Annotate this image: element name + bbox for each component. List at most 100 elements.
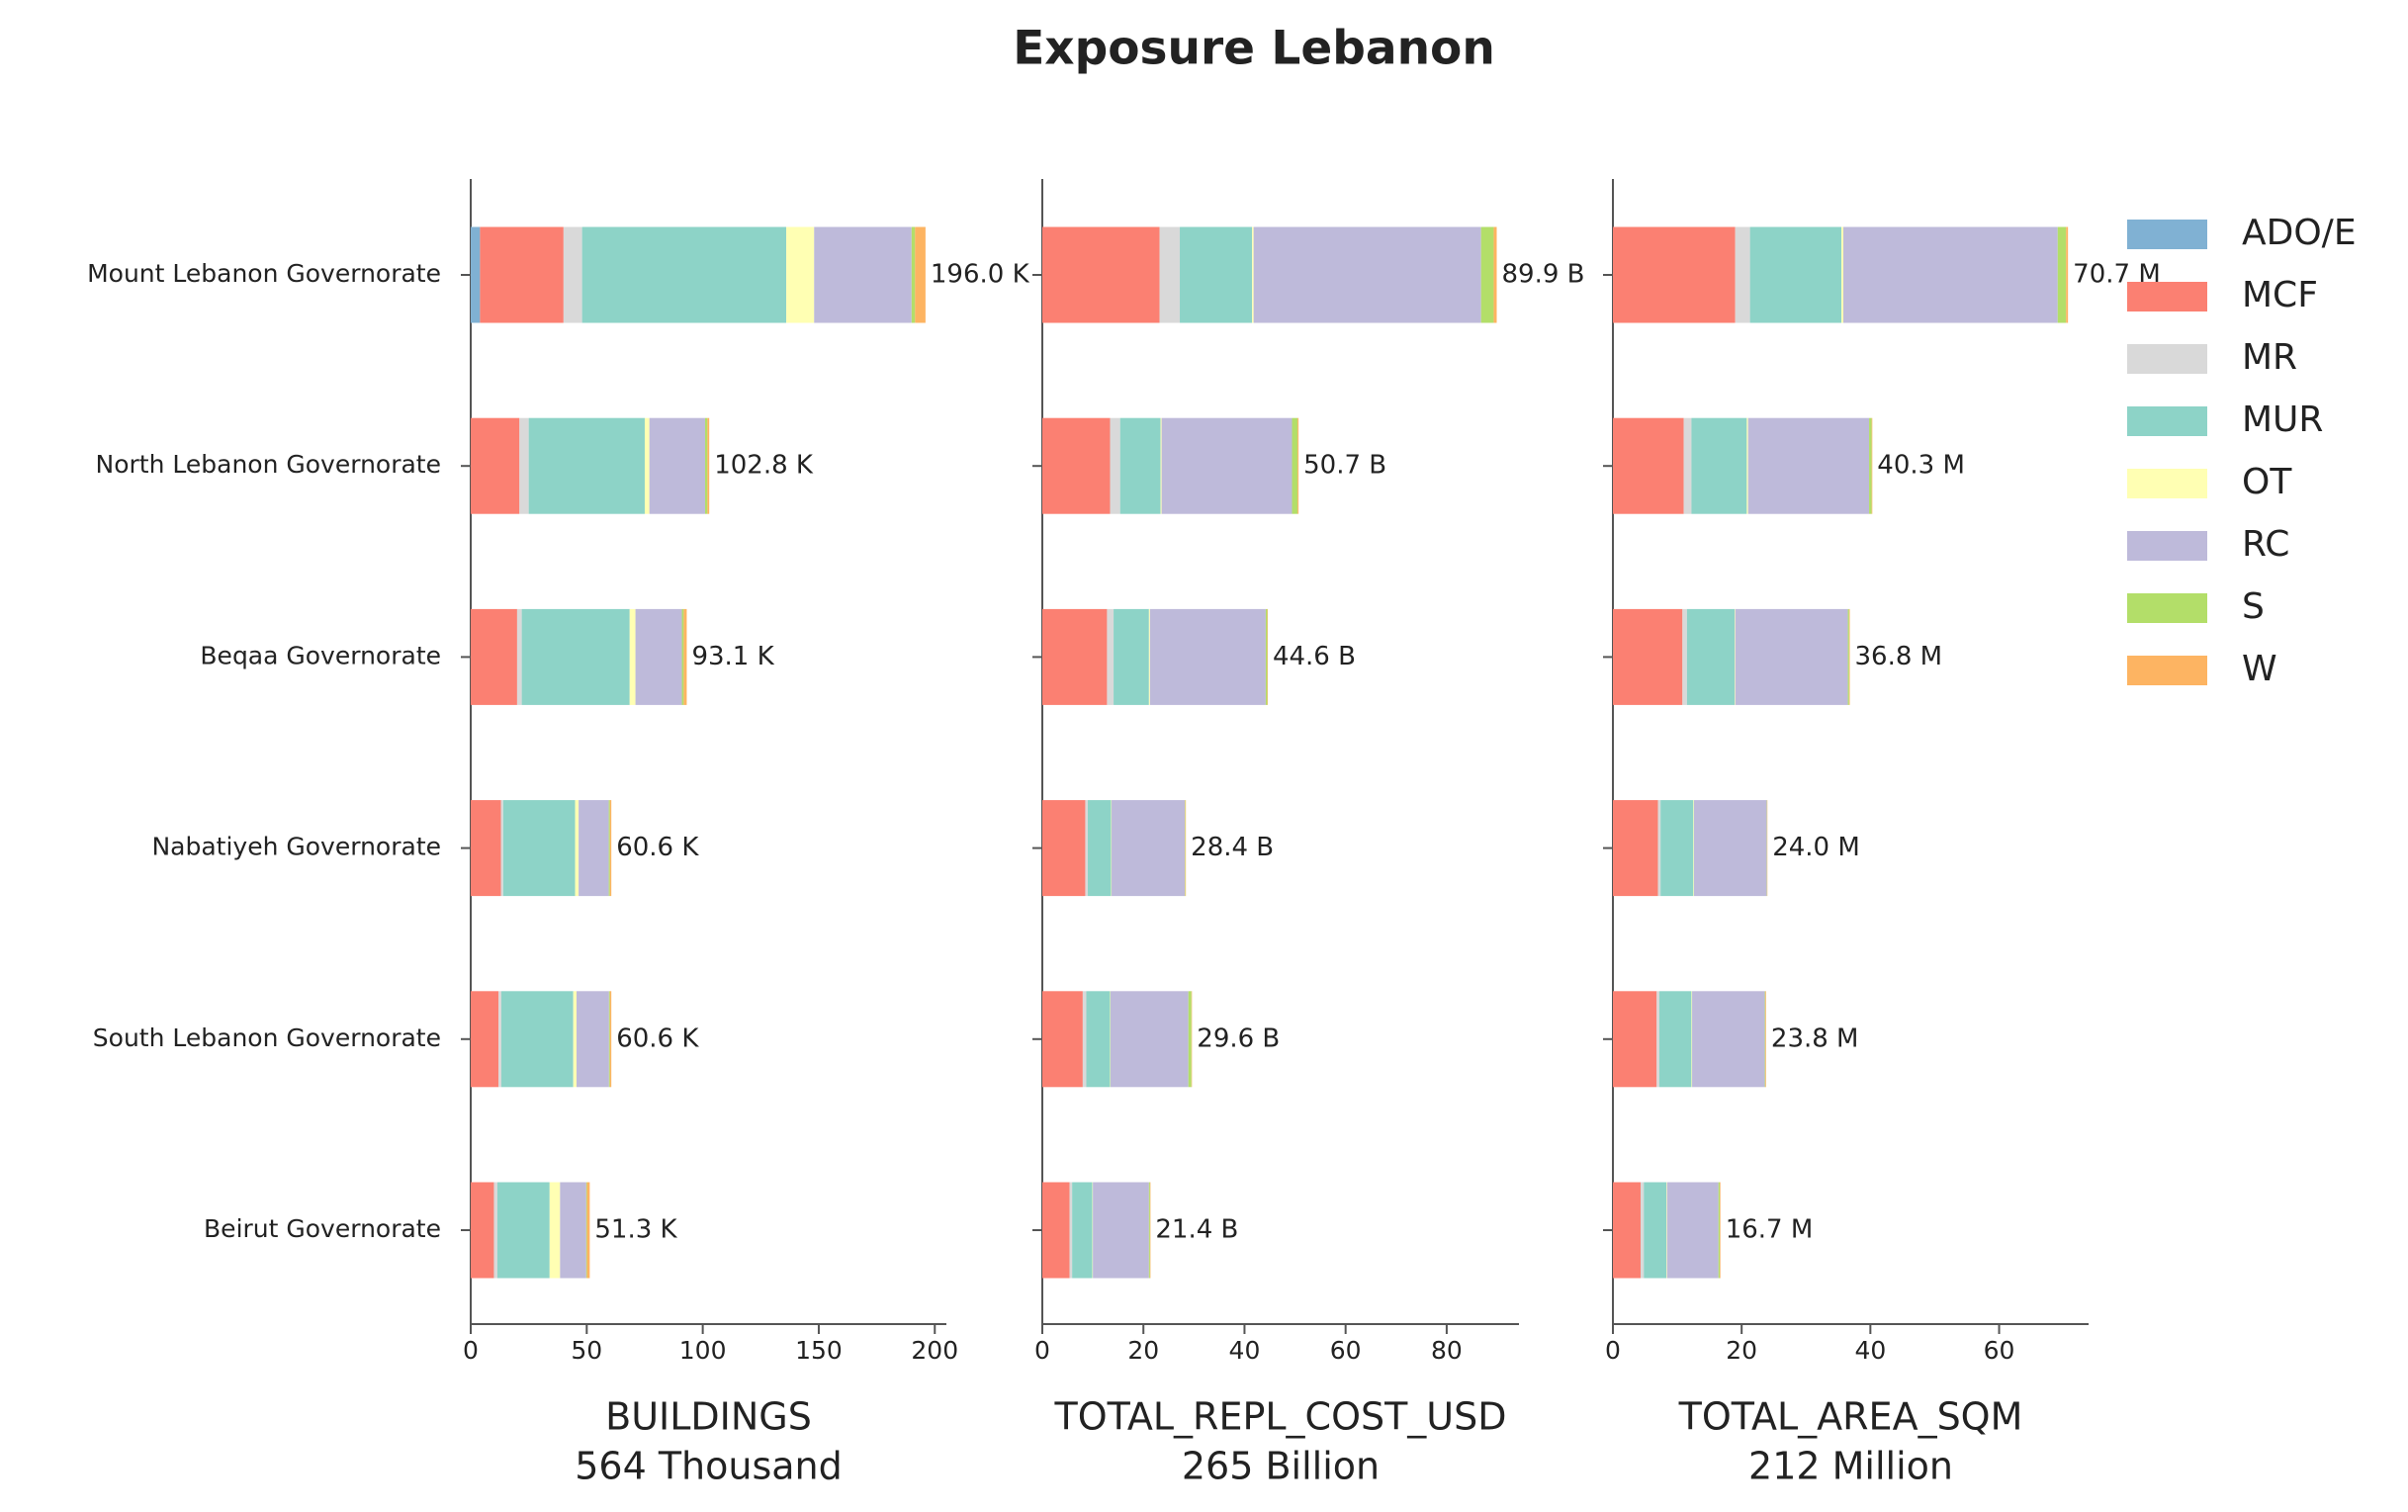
bar-segment xyxy=(496,1182,550,1279)
bar-segment xyxy=(1660,800,1694,897)
value-label: 102.8 K xyxy=(714,451,814,481)
bar-segment xyxy=(500,800,503,897)
bar-segment xyxy=(1694,800,1767,897)
x-tick-label: 0 xyxy=(1605,1336,1621,1365)
x-axis-label: TOTAL_REPL_COST_USD xyxy=(1053,1395,1506,1439)
bar-segment xyxy=(1613,800,1658,897)
bar-segment xyxy=(786,226,815,323)
bar-segment xyxy=(1644,1182,1667,1279)
x-axis-sublabel: 265 Billion xyxy=(1182,1445,1380,1488)
bar-segment xyxy=(1149,1182,1151,1279)
bar-segment xyxy=(1191,991,1193,1088)
bar-segment xyxy=(1691,417,1747,514)
bar-segment xyxy=(521,608,630,705)
value-label: 50.7 B xyxy=(1303,451,1386,481)
bar-segment xyxy=(1112,800,1186,897)
bar-segment xyxy=(471,608,517,705)
bar-segment xyxy=(1148,1182,1150,1279)
x-tick-label: 60 xyxy=(1330,1336,1362,1365)
value-label: 21.4 B xyxy=(1155,1215,1238,1245)
bar-segment xyxy=(1720,1182,1721,1279)
x-tick-label: 200 xyxy=(911,1336,958,1365)
bar-segment xyxy=(1613,991,1657,1088)
bar-segment xyxy=(2066,226,2069,323)
bar-segment xyxy=(1480,226,1494,323)
bar-segment xyxy=(609,800,612,897)
bar-segment xyxy=(1110,991,1112,1088)
chart-title: Exposure Lebanon xyxy=(1013,22,1495,76)
bar-segment xyxy=(2057,226,2067,323)
x-tick-label: 60 xyxy=(1984,1336,2015,1365)
bar-segment xyxy=(681,608,684,705)
x-tick-label: 40 xyxy=(1854,1336,1886,1365)
bar-segment xyxy=(1160,417,1162,514)
bar-segment xyxy=(1692,991,1765,1088)
bar-segment xyxy=(911,226,916,323)
x-tick-label: 0 xyxy=(463,1336,479,1365)
bar-segment xyxy=(471,1182,494,1279)
bar-segment xyxy=(1735,608,1848,705)
bar-segment xyxy=(1640,1182,1645,1279)
bar-segment xyxy=(516,608,522,705)
bar-segment xyxy=(1718,1182,1721,1279)
bar-segment xyxy=(1847,608,1849,705)
bar-segment xyxy=(471,226,481,323)
bar-segment xyxy=(1185,800,1186,897)
bar-segment xyxy=(1042,991,1083,1088)
bar-segment xyxy=(1613,608,1683,705)
legend-label: ADO/E xyxy=(2242,213,2357,253)
bar-segment xyxy=(1088,800,1112,897)
bar-segment xyxy=(471,417,520,514)
value-label: 28.4 B xyxy=(1191,833,1274,862)
bar-segment xyxy=(814,226,912,323)
value-label: 24.0 M xyxy=(1772,833,1860,862)
bar-segment xyxy=(1253,226,1481,323)
legend-swatch xyxy=(2127,593,2207,623)
bar-segment xyxy=(585,1182,587,1279)
bar-segment xyxy=(498,991,501,1088)
bar-segment xyxy=(1072,1182,1093,1279)
bar-segment xyxy=(502,800,576,897)
bar-segment xyxy=(549,1182,561,1279)
bar-segment xyxy=(1735,608,1736,705)
legend-label: W xyxy=(2242,649,2277,689)
bar-segment xyxy=(1082,991,1087,1088)
bar-segment xyxy=(579,800,609,897)
y-tick-label: Mount Lebanon Governorate xyxy=(87,259,441,288)
bar-segment xyxy=(471,800,501,897)
value-label: 89.9 B xyxy=(1502,260,1585,290)
bar-segment xyxy=(609,991,612,1088)
bar-segment xyxy=(480,226,564,323)
bar-segment xyxy=(1069,1182,1073,1279)
y-tick-label: Beqaa Governorate xyxy=(200,641,441,669)
bar-segment xyxy=(1869,417,1872,514)
value-label: 44.6 B xyxy=(1273,642,1356,671)
x-axis-sublabel: 564 Thousand xyxy=(575,1445,843,1488)
bar-segment xyxy=(1148,608,1150,705)
x-tick-label: 100 xyxy=(679,1336,727,1365)
x-axis-label: TOTAL_AREA_SQM xyxy=(1678,1395,2023,1439)
y-tick-label: South Lebanon Governorate xyxy=(93,1023,441,1052)
legend-label: MUR xyxy=(2242,400,2323,440)
bar-segment xyxy=(493,1182,497,1279)
bar-segment xyxy=(1613,226,1736,323)
bar-segment xyxy=(1185,800,1187,897)
legend-label: OT xyxy=(2242,462,2292,502)
bar-segment xyxy=(1686,608,1736,705)
bar-segment xyxy=(704,417,708,514)
y-tick-label: Nabatiyeh Governorate xyxy=(151,833,441,861)
bar-segment xyxy=(1252,226,1254,323)
bar-segment xyxy=(1841,226,1844,323)
bar-segment xyxy=(1493,226,1497,323)
bar-segment xyxy=(1159,226,1181,323)
bar-segment xyxy=(1111,991,1189,1088)
bar-segment xyxy=(1848,608,1850,705)
x-axis-sublabel: 212 Million xyxy=(1748,1445,1953,1488)
legend-label: MR xyxy=(2242,337,2297,378)
bar-segment xyxy=(573,991,577,1088)
x-tick-label: 20 xyxy=(1726,1336,1757,1365)
bar-segment xyxy=(563,226,582,323)
bar-segment xyxy=(1613,1182,1641,1279)
bar-segment xyxy=(1267,608,1268,705)
bar-segment xyxy=(1749,226,1842,323)
